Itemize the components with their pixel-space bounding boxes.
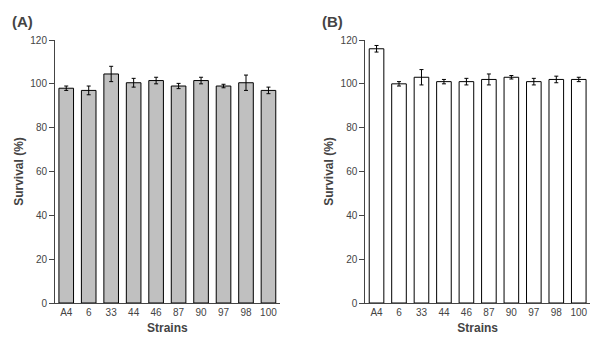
svg-text:80: 80 — [346, 122, 358, 133]
svg-text:100: 100 — [341, 78, 358, 89]
svg-text:90: 90 — [195, 307, 207, 318]
svg-text:(A): (A) — [12, 13, 33, 30]
svg-text:0: 0 — [41, 298, 47, 309]
svg-text:A4: A4 — [60, 307, 73, 318]
svg-text:120: 120 — [30, 35, 47, 46]
svg-text:33: 33 — [416, 307, 428, 318]
svg-text:120: 120 — [341, 35, 358, 46]
svg-text:20: 20 — [346, 254, 358, 265]
svg-text:46: 46 — [151, 307, 163, 318]
svg-text:Strains: Strains — [457, 321, 498, 335]
svg-text:98: 98 — [240, 307, 252, 318]
svg-text:A4: A4 — [370, 307, 383, 318]
svg-text:40: 40 — [36, 210, 48, 221]
svg-text:60: 60 — [346, 166, 358, 177]
svg-text:98: 98 — [551, 307, 563, 318]
svg-text:Strains: Strains — [147, 321, 188, 335]
svg-text:97: 97 — [218, 307, 230, 318]
svg-text:100: 100 — [260, 307, 277, 318]
svg-text:87: 87 — [173, 307, 185, 318]
svg-text:80: 80 — [36, 122, 48, 133]
svg-text:87: 87 — [483, 307, 495, 318]
svg-text:33: 33 — [106, 307, 118, 318]
svg-text:(B): (B) — [322, 13, 343, 30]
svg-text:60: 60 — [36, 166, 48, 177]
svg-text:90: 90 — [506, 307, 518, 318]
svg-text:20: 20 — [36, 254, 48, 265]
svg-text:44: 44 — [438, 307, 450, 318]
svg-text:6: 6 — [396, 307, 402, 318]
svg-text:Survival (%): Survival (%) — [322, 137, 336, 206]
svg-text:6: 6 — [86, 307, 92, 318]
svg-text:97: 97 — [528, 307, 540, 318]
svg-text:44: 44 — [128, 307, 140, 318]
svg-text:Survival (%): Survival (%) — [12, 137, 26, 206]
svg-text:46: 46 — [461, 307, 473, 318]
svg-text:0: 0 — [352, 298, 358, 309]
svg-text:100: 100 — [570, 307, 587, 318]
svg-text:100: 100 — [30, 78, 47, 89]
svg-text:40: 40 — [346, 210, 358, 221]
